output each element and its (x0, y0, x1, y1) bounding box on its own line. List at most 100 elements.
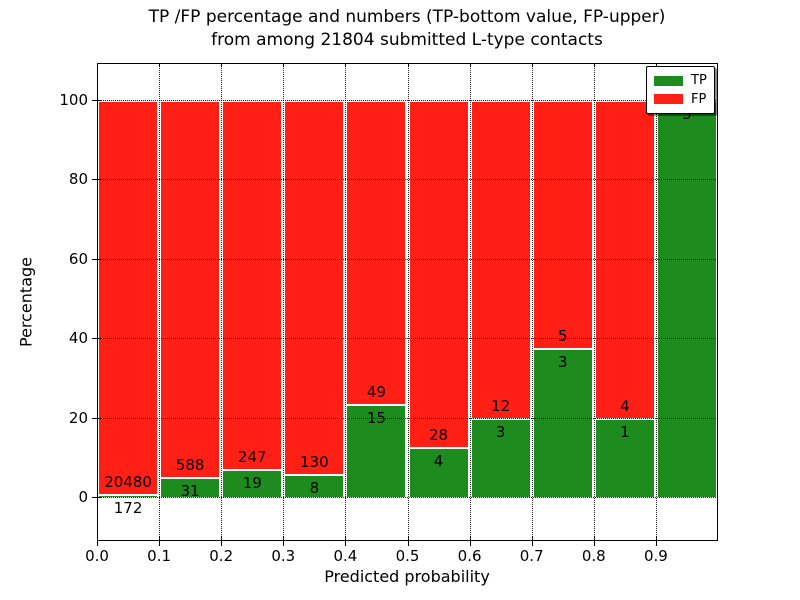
x-tick-mark (407, 541, 409, 546)
bar-segment-tp (595, 417, 654, 497)
tp-count-label: 1 (620, 422, 630, 441)
x-tick-mark (283, 541, 285, 546)
bar-bin-0.0-0.1 (97, 100, 160, 497)
bar-bin-0.1-0.2 (159, 100, 222, 497)
x-tick-mark-inner (159, 536, 161, 540)
y-tick-mark-inner (97, 258, 101, 260)
tp-count-label: 3 (557, 353, 568, 372)
bar-bin-0.2-0.3 (221, 100, 284, 497)
bar-segment-tp (471, 417, 530, 497)
legend-swatch-fp (654, 94, 683, 105)
y-tick-mark-inner (97, 338, 101, 340)
x-tick-mark-top (159, 63, 161, 67)
y-tick-mark (92, 338, 97, 340)
x-tick-mark-top (283, 63, 285, 67)
bar-bin-0.9-1.0 (655, 100, 718, 497)
bar-segment-tp (347, 404, 406, 497)
x-tick-label: 0.4 (333, 547, 358, 565)
x-tick-mark-top (407, 63, 409, 67)
x-tick-mark-top (531, 63, 533, 67)
y-tick-mark-inner (97, 179, 101, 181)
chart-title-line1: TP /FP percentage and numbers (TP-bottom… (148, 7, 666, 27)
gridline-vertical (221, 63, 223, 541)
fp-count-label: 20480 (104, 472, 152, 491)
fp-count-label: 588 (175, 456, 205, 475)
x-tick-label: 0.7 (519, 547, 544, 565)
chart-title-line2: from among 21804 submitted L-type contac… (211, 30, 603, 50)
y-tick-mark (92, 417, 97, 419)
x-tick-label: 0.3 (271, 547, 296, 565)
x-tick-mark-inner (593, 536, 595, 540)
y-tick-label: 40 (68, 329, 88, 348)
gridline-vertical (531, 63, 533, 541)
x-tick-label: 0.0 (85, 547, 109, 565)
gridline-horizontal (97, 258, 718, 260)
x-tick-label: 0.9 (643, 547, 668, 565)
y-tick-mark (92, 258, 97, 260)
x-tick-mark (469, 541, 471, 546)
x-tick-mark (531, 541, 533, 546)
gridline-horizontal (97, 179, 718, 181)
x-tick-mark-inner (531, 536, 533, 540)
gridline-vertical (159, 63, 161, 541)
x-tick-mark-inner (283, 536, 285, 540)
legend-label: FP (691, 91, 707, 107)
bar-bin-0.7-0.8 (531, 100, 594, 497)
y-axis-label: Percentage (16, 256, 36, 348)
y-tick-label: 100 (59, 91, 88, 109)
gridline-vertical (407, 63, 409, 541)
legend: TP FP (646, 66, 715, 114)
chart-title: TP /FP percentage and numbers (TP-bottom… (149, 6, 666, 52)
gridline-vertical (283, 63, 285, 541)
x-tick-label: 0.6 (457, 547, 482, 565)
fp-count-label: 28 (429, 426, 449, 445)
bar-bin-0.6-0.7 (469, 100, 532, 497)
x-tick-mark-top (345, 63, 347, 67)
gridline-horizontal (97, 100, 718, 101)
y-tick-mark-inner (97, 417, 101, 419)
y-tick-label: 0 (78, 488, 88, 506)
y-tick-mark-inner (97, 497, 101, 498)
x-tick-mark-top (655, 63, 657, 67)
gridline-vertical (469, 63, 471, 541)
tp-count-label: 3 (495, 422, 506, 441)
legend-item-tp: TP (654, 74, 707, 87)
gridline-vertical (655, 63, 657, 541)
x-tick-mark-inner (407, 536, 409, 540)
tp-count-label: 5 (682, 105, 692, 123)
x-tick-mark-top (221, 63, 223, 67)
legend-item-fp: FP (654, 93, 707, 106)
x-tick-mark-inner (221, 536, 223, 540)
fp-count-label: 12 (491, 396, 511, 415)
gridline-horizontal (97, 338, 718, 340)
x-tick-mark (655, 541, 657, 546)
y-tick-label: 80 (68, 170, 88, 189)
x-tick-mark (159, 541, 161, 546)
fp-count-label: 130 (300, 452, 329, 471)
bar-segment-tp (657, 102, 716, 497)
tp-count-label: 31 (180, 482, 200, 501)
bar-bin-0.5-0.6 (407, 100, 470, 497)
bar-bin-0.3-0.4 (283, 100, 346, 497)
y-tick-label: 20 (68, 408, 88, 427)
tp-count-label: 15 (366, 408, 386, 427)
x-axis-label: Predicted probability (324, 567, 490, 586)
bar-segment-tp (285, 474, 344, 497)
tp-count-label: 8 (309, 478, 320, 497)
x-tick-mark (97, 541, 98, 546)
x-tick-mark (345, 541, 347, 546)
bar-segment-tp (409, 447, 468, 497)
y-tick-label: 60 (68, 249, 88, 268)
legend-label: TP (691, 73, 707, 89)
y-tick-mark (92, 100, 97, 101)
x-tick-mark-inner (345, 536, 347, 540)
x-tick-mark (221, 541, 223, 546)
bar-bin-0.4-0.5 (345, 100, 408, 497)
x-tick-mark-top (593, 63, 595, 67)
bar-segment-tp (533, 348, 592, 497)
y-tick-mark (92, 497, 97, 498)
tp-count-label: 4 (433, 452, 444, 471)
tp-count-label: 172 (113, 498, 143, 517)
x-tick-label: 0.1 (147, 547, 172, 565)
